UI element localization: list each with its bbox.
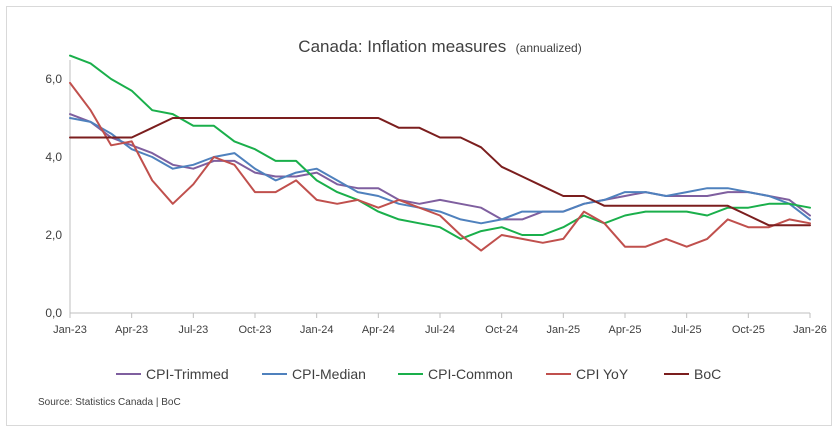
legend-label: CPI YoY <box>576 366 629 382</box>
x-tick-label: Jul-24 <box>425 324 455 336</box>
source-note: Source: Statistics Canada | BoC <box>38 397 181 408</box>
x-tick-label: Apr-24 <box>362 324 395 336</box>
series-line-cpi-trimmed <box>69 113 811 221</box>
series-layer <box>69 54 811 252</box>
legend-label: CPI-Trimmed <box>146 366 229 382</box>
chart-title-main: Canada: Inflation measures <box>298 37 506 56</box>
x-tick-label: Jan-25 <box>547 324 581 336</box>
x-tick-label: Oct-24 <box>485 324 518 336</box>
legend-label: CPI-Common <box>428 366 513 382</box>
chart-subtitle: (annualized) <box>516 41 582 55</box>
legend-item-cpi-median: CPI-Median <box>262 366 366 382</box>
x-tick-label: Jan-23 <box>53 324 87 336</box>
x-tick-label: Apr-25 <box>608 324 641 336</box>
legend: CPI-Trimmed CPI-Median CPI-Common CPI YoY Bo… <box>116 366 721 382</box>
x-tick-label: Jul-25 <box>672 324 702 336</box>
series-line-cpi-median <box>69 117 811 225</box>
legend-label: CPI-Median <box>292 366 366 382</box>
legend-item-cpi-trimmed: CPI-Trimmed <box>116 366 229 382</box>
chart-title: Canada: Inflation measures (annualized) <box>298 37 581 56</box>
axes: 0,0 2,0 4,0 6,0 Jan-23 Apr-23 Jul-23 Oct-23 Jan-… <box>45 60 827 336</box>
legend-item-boc: BoC <box>664 366 721 382</box>
legend-item-cpi-yoy: CPI YoY <box>546 366 629 382</box>
y-tick-label: 4,0 <box>45 150 62 164</box>
y-tick-label: 6,0 <box>45 72 62 86</box>
y-tick-label: 2,0 <box>45 228 62 242</box>
x-tick-label: Oct-23 <box>238 324 271 336</box>
x-tick-label: Jan-24 <box>300 324 334 336</box>
x-tick-label: Oct-25 <box>732 324 765 336</box>
y-tick-label: 0,0 <box>45 306 62 320</box>
legend-item-cpi-common: CPI-Common <box>398 366 513 382</box>
series-line-cpi-yoy <box>69 81 811 252</box>
series-line-boc <box>69 117 811 227</box>
x-tick-label: Apr-23 <box>115 324 148 336</box>
legend-label: BoC <box>694 366 721 382</box>
series-line-cpi-common <box>69 54 811 240</box>
x-tick-label: Jan-26 <box>793 324 827 336</box>
x-tick-label: Jul-23 <box>178 324 208 336</box>
chart-frame <box>6 6 832 426</box>
